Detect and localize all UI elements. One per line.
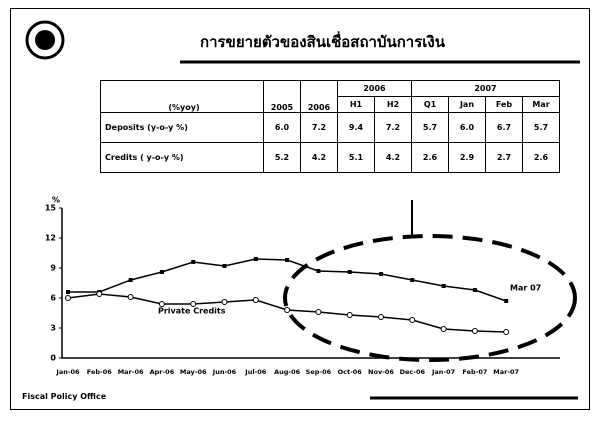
cell: 5.7 (522, 112, 560, 143)
marker (346, 312, 353, 318)
marker (440, 326, 447, 332)
cell: 6.0 (263, 112, 301, 143)
cell: 6.7 (485, 112, 523, 143)
marker (316, 269, 321, 273)
cell: 5.7 (411, 112, 449, 143)
marker (285, 258, 290, 262)
marker (410, 278, 415, 282)
y-label: % (52, 196, 60, 205)
cell: 5.2 (263, 142, 301, 173)
highlight (283, 234, 577, 362)
cell: 4.2 (300, 142, 338, 173)
x-tick-label: Jun-06 (212, 368, 237, 376)
marker (347, 270, 352, 274)
header-cell: (%yoy) (100, 80, 264, 113)
marker (472, 288, 477, 292)
cell: 5.1 (337, 142, 375, 173)
header-cell: Jan (448, 96, 486, 113)
header-cell: H1 (337, 96, 375, 113)
x-tick-label: Aug-06 (274, 368, 301, 376)
x-tick-label: Mar-07 (493, 368, 519, 376)
y-tick-label: 12 (45, 234, 56, 243)
table: (%yoy) 2005 2006 2006 2007 H1 H2 Q1 Jan Feb Mar Dep… (100, 80, 560, 173)
x-tick-label: Sep-06 (306, 368, 332, 376)
x-tick-label: Apr-06 (150, 368, 175, 376)
header-cell: 2006 (300, 80, 338, 113)
cell: 4.2 (374, 142, 412, 173)
footer: Fiscal Policy Office (22, 392, 107, 401)
marker (503, 329, 510, 335)
x-tick-label: Jul-06 (244, 368, 266, 376)
cell: Deposits (y-o-y %) (100, 112, 264, 143)
row: Deposits (y-o-y %) 6.0 7.2 9.4 7.2 5.7 6.0 6.7 5… (100, 112, 560, 143)
row: (%yoy) 2005 2006 2006 2007 (100, 80, 560, 113)
x-tick-label: Nov-06 (368, 368, 394, 376)
title: การขยายตัวของสินเชื่อสถาบันการเงิน (200, 33, 445, 51)
marker (190, 301, 197, 307)
x-tick-label: Mar-06 (118, 368, 144, 376)
cell: 2.6 (411, 142, 449, 173)
marker (66, 290, 70, 294)
frame (10, 8, 590, 410)
cell: 2.6 (522, 142, 560, 173)
annotation: Mar 07 (510, 284, 541, 293)
header-cell: 2005 (263, 80, 301, 113)
header-cell: Feb (485, 96, 523, 113)
cell: 2.7 (485, 142, 523, 173)
marker (253, 257, 258, 261)
marker (441, 284, 446, 288)
marker (159, 270, 164, 274)
marker (222, 264, 227, 268)
marker (284, 307, 291, 313)
marker (471, 328, 478, 334)
marker (96, 291, 103, 297)
y-tick-label: 15 (45, 204, 57, 213)
marker (65, 295, 71, 301)
group-header: 2006 (337, 80, 412, 97)
x-tick-label: Jan-07 (431, 368, 455, 376)
marker (252, 297, 259, 303)
group-header: 2007 (411, 80, 560, 97)
cell: 7.2 (300, 112, 338, 143)
y-tick-label: 3 (50, 324, 56, 333)
row: H1 H2 Q1 Jan Feb Mar (101, 96, 560, 113)
marker (158, 301, 165, 307)
y-tick-label: 0 (50, 354, 56, 363)
y-tick-label: 9 (50, 264, 56, 273)
header-cell: Mar (522, 96, 560, 113)
x-tick-label: Jan-06 (55, 368, 80, 376)
y-tick-label: 6 (50, 294, 56, 303)
cell: 6.0 (448, 112, 486, 143)
marker (191, 260, 196, 264)
x-tick-label: Feb-06 (87, 368, 112, 376)
series-label: Private Credits (158, 307, 226, 316)
cell: 2.9 (448, 142, 486, 173)
x-tick-label: May-06 (180, 368, 207, 376)
marker (379, 272, 383, 276)
x-tick-label: Dec-06 (400, 368, 426, 376)
cell: 9.4 (337, 112, 375, 143)
cell: 7.2 (374, 112, 412, 143)
logo (35, 30, 55, 50)
marker (128, 278, 133, 282)
marker (378, 314, 384, 320)
row: Credits ( y-o-y %) 5.2 4.2 5.1 4.2 2.6 2.9 2.7 2… (100, 142, 560, 173)
header-cell: Q1 (411, 96, 449, 113)
logo (25, 20, 65, 60)
x-tick-label: Feb-07 (462, 368, 487, 376)
cell: Credits ( y-o-y %) (100, 142, 264, 173)
marker (221, 299, 228, 305)
marker (315, 309, 322, 315)
marker (127, 294, 134, 300)
x-tick-label: Oct-06 (338, 368, 363, 376)
header-cell: H2 (374, 96, 412, 113)
marker (504, 299, 509, 303)
marker (409, 317, 416, 323)
